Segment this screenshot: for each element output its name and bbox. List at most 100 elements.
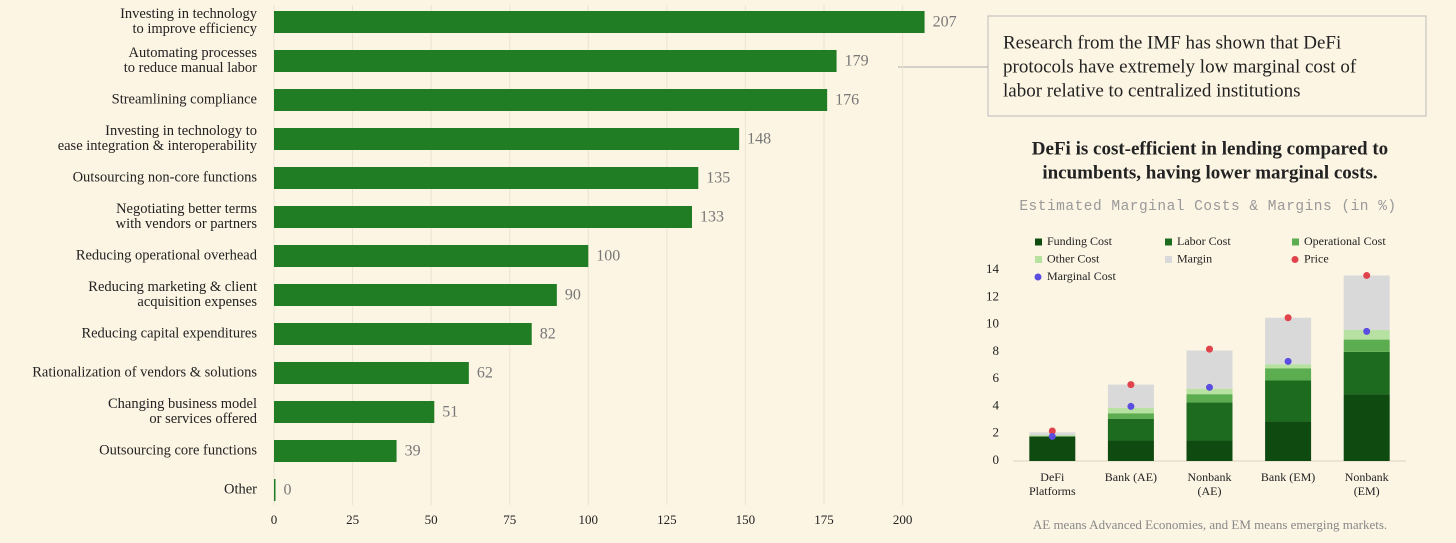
- bar-segment: [1265, 364, 1312, 369]
- bar: [274, 323, 532, 345]
- y-tick-label: Streamlining compliance: [112, 91, 257, 107]
- y-tick-label: Reducing marketing & client: [88, 279, 257, 295]
- chart-title: DeFi is cost-efficient in lending compar…: [1032, 138, 1388, 159]
- y-tick-label: with vendors or partners: [116, 216, 258, 232]
- dot: [1363, 271, 1371, 279]
- value-label: 148: [747, 131, 771, 148]
- dot: [1206, 345, 1213, 353]
- legend-marker: [1035, 256, 1042, 263]
- footnote: AE means Advanced Economies, and EM mean…: [1033, 517, 1387, 532]
- legend-marker: [1292, 238, 1299, 246]
- dot: [1048, 432, 1056, 440]
- dot: [1127, 402, 1135, 410]
- bar-segment: [1029, 436, 1076, 461]
- y-tick-label: 8: [993, 343, 1000, 358]
- dot: [1284, 314, 1292, 322]
- value-label: 135: [706, 170, 730, 187]
- annotation-box: [987, 15, 1427, 117]
- y-tick-label: Automating processes: [129, 45, 258, 61]
- dot: [1127, 381, 1135, 389]
- bar-segment: [1343, 351, 1390, 395]
- x-tick-label: 200: [893, 512, 913, 527]
- bar: [274, 284, 557, 306]
- x-tick-label: (EM): [1354, 484, 1380, 498]
- dot: [1206, 383, 1213, 391]
- x-tick-label: Nonbank: [1345, 470, 1389, 484]
- annotation: labor relative to centralized institutio…: [1003, 80, 1301, 101]
- x-tick-label: 50: [425, 512, 438, 527]
- value-label: 176: [835, 92, 859, 109]
- value-label: 39: [405, 443, 421, 460]
- dot: [1048, 427, 1056, 435]
- legend-marker: [1165, 238, 1172, 246]
- x-tick-label: 150: [736, 512, 756, 527]
- bar: [274, 167, 699, 189]
- bar-segment: [1107, 407, 1154, 414]
- bar-segment: [1265, 380, 1312, 422]
- bar: [274, 89, 828, 111]
- bar-segment: [1186, 440, 1233, 461]
- bar-segment: [1107, 440, 1154, 461]
- legend-marker: [1165, 256, 1172, 263]
- x-tick-label: 25: [346, 512, 359, 527]
- y-tick-label: to reduce manual labor: [124, 60, 257, 76]
- x-tick-label: 125: [657, 512, 677, 527]
- y-tick-label: Outsourcing non-core functions: [73, 169, 258, 185]
- bar-segment: [1186, 394, 1233, 403]
- chart-subtitle: Estimated Marginal Costs & Margins (in %…: [1019, 199, 1396, 215]
- value-label: 133: [700, 209, 724, 226]
- y-tick-label: to improve efficiency: [132, 21, 257, 37]
- bar: [274, 440, 397, 462]
- bar: [274, 11, 925, 33]
- bar-segment: [1343, 394, 1390, 461]
- y-tick-label: Negotiating better terms: [116, 201, 257, 217]
- bar-segment: [1107, 384, 1154, 408]
- bar: [274, 245, 589, 267]
- y-tick-label: 6: [993, 370, 1000, 385]
- y-tick-label: 0: [993, 452, 1000, 467]
- y-tick-label: Other: [224, 481, 257, 497]
- bar-segment: [1107, 418, 1154, 441]
- annotation: Research from the IMF has shown that DeF…: [1003, 32, 1341, 53]
- bar: [274, 128, 740, 150]
- y-tick-label: acquisition expenses: [137, 294, 257, 310]
- dot: [1284, 357, 1292, 365]
- bar-segment: [1186, 402, 1233, 441]
- y-tick-label: Changing business model: [108, 396, 257, 412]
- value-label: 51: [442, 404, 458, 421]
- y-tick-label: Rationalization of vendors & solutions: [32, 364, 257, 380]
- y-tick-label: 4: [993, 397, 1000, 412]
- value-label: 100: [596, 248, 620, 265]
- dot: [1363, 327, 1371, 335]
- y-tick-label: ease integration & interoperability: [58, 138, 258, 154]
- value-label: 82: [540, 326, 556, 343]
- legend-marker: [1034, 273, 1042, 281]
- chart-title: incumbents, having lower marginal costs.: [1042, 162, 1377, 183]
- x-tick-label: (AE): [1198, 484, 1222, 498]
- value-label: 62: [477, 365, 493, 382]
- value-label: 207: [933, 14, 957, 31]
- y-tick-label: 10: [986, 316, 999, 331]
- legend-label: Margin: [1177, 251, 1212, 265]
- x-tick-label: Bank (AE): [1105, 470, 1157, 484]
- x-tick-label: Bank (EM): [1261, 470, 1315, 484]
- y-tick-label: 12: [986, 288, 999, 303]
- legend-label: Marginal Cost: [1047, 269, 1116, 283]
- x-tick-label: Platforms: [1029, 484, 1076, 498]
- bar-segment: [1186, 388, 1233, 395]
- y-tick-label: Reducing operational overhead: [76, 247, 258, 263]
- legend-label: Operational Cost: [1304, 234, 1386, 248]
- legend-label: Labor Cost: [1177, 234, 1231, 248]
- bar-segment: [1343, 275, 1390, 331]
- legend-label: Price: [1304, 251, 1329, 265]
- y-tick-label: 2: [993, 425, 1000, 440]
- value-label: 0: [284, 482, 292, 499]
- x-tick-label: Nonbank: [1188, 470, 1232, 484]
- bar: [274, 401, 435, 423]
- bar-segment: [1265, 421, 1312, 461]
- legend-marker: [1035, 238, 1042, 246]
- annotation: protocols have extremely low marginal co…: [1003, 56, 1357, 77]
- y-tick-label: Reducing capital expenditures: [81, 325, 257, 341]
- x-tick-label: 100: [579, 512, 599, 527]
